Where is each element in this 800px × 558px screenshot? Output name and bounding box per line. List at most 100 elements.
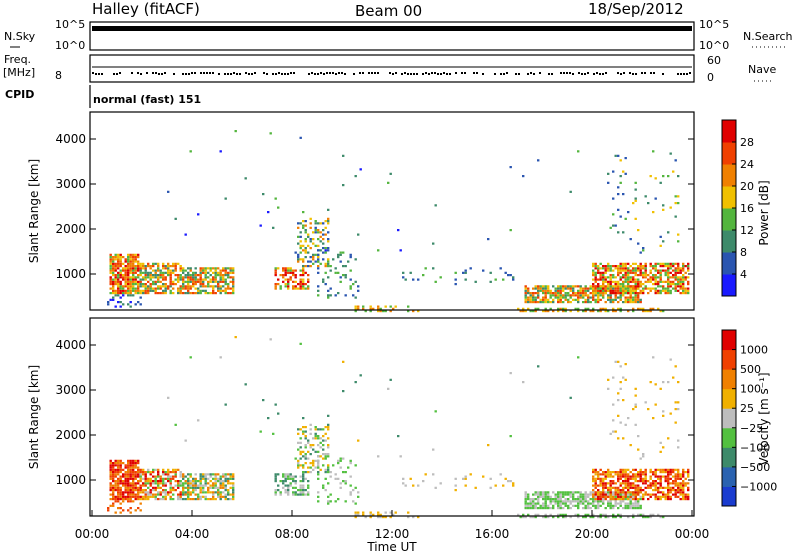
velocity-cell [159, 498, 162, 501]
power-cell [267, 211, 270, 214]
power-cell [654, 283, 657, 286]
velocity-cell [137, 493, 140, 496]
power-cell [277, 278, 280, 281]
velocity-cell [679, 477, 682, 480]
velocity-cell [114, 484, 117, 487]
power-cell [602, 278, 605, 281]
velocity-cell [297, 428, 300, 431]
velocity-cell [154, 482, 157, 485]
nave-dot [593, 73, 595, 75]
beam-title: Beam 00 [355, 2, 422, 20]
velocity-cell [134, 498, 137, 501]
power-cell [584, 289, 587, 292]
power-cell [177, 287, 180, 290]
nave-dot [371, 72, 373, 74]
velocity-cell [627, 495, 630, 498]
power-cell [324, 251, 327, 254]
power-cell [309, 222, 312, 225]
power-cell [607, 276, 610, 279]
velocity-cell [159, 480, 162, 483]
velocity-cell [112, 498, 115, 501]
power-cell [307, 287, 310, 290]
power-cell [662, 289, 665, 292]
nave-dot [98, 73, 100, 75]
power-cell [409, 271, 412, 274]
power-cell [317, 285, 320, 288]
velocity-cell [592, 502, 595, 505]
power-cell [117, 260, 120, 263]
velocity-cell [642, 498, 645, 501]
velocity-cell [679, 475, 682, 478]
velocity-cell [187, 493, 190, 496]
power-cell [194, 287, 197, 290]
velocity-cell [524, 516, 527, 519]
velocity-cell [599, 516, 602, 519]
velocity-cell [112, 504, 115, 507]
nave-dot [635, 73, 637, 75]
power-cell [174, 274, 177, 277]
velocity-cell [634, 486, 637, 489]
velocity-cell [229, 486, 232, 489]
power-cell [112, 283, 115, 286]
power-cell [124, 280, 127, 283]
velocity-cell [554, 498, 557, 501]
velocity-cell [324, 426, 327, 429]
power-cell [644, 265, 647, 268]
power-cell [664, 262, 667, 265]
velocity-cell [342, 480, 345, 483]
velocity-cell [417, 484, 420, 487]
power-cell [194, 274, 197, 277]
velocity-cell [137, 459, 140, 462]
power-cell [189, 278, 192, 281]
velocity-colorbar-label-tick: 25 [740, 402, 754, 415]
power-cell [667, 278, 670, 281]
power-cell [654, 278, 657, 281]
power-cell [117, 292, 120, 295]
power-cell [199, 285, 202, 288]
velocity-cell [634, 493, 637, 496]
power-cell [629, 301, 632, 304]
velocity-cell [224, 475, 227, 478]
velocity-cell [634, 403, 637, 406]
power-cell [417, 310, 420, 313]
velocity-cell [584, 507, 587, 510]
power-cell [624, 157, 627, 160]
power-cell [587, 298, 590, 301]
power-cell [632, 271, 635, 274]
velocity-colorbar-band [722, 369, 736, 390]
power-cell [334, 294, 337, 297]
power-cell [609, 301, 612, 304]
nave-dot [218, 73, 220, 75]
velocity-cell [634, 477, 637, 480]
power-cell [402, 271, 405, 274]
power-ytick-label: 4000 [55, 132, 86, 146]
velocity-cell [594, 493, 597, 496]
power-cell [304, 271, 307, 274]
velocity-cell [119, 464, 122, 467]
nave-dot [482, 73, 484, 75]
velocity-cell [584, 504, 587, 507]
velocity-cell [357, 495, 360, 498]
power-cell [667, 262, 670, 265]
power-cell [672, 283, 675, 286]
power-cell [652, 307, 655, 310]
velocity-cell [307, 457, 310, 460]
velocity-cell [284, 489, 287, 492]
power-cell [644, 267, 647, 270]
power-cell [212, 278, 215, 281]
velocity-cell [357, 511, 360, 514]
velocity-cell [599, 498, 602, 501]
velocity-cell [544, 504, 547, 507]
power-cell [324, 226, 327, 229]
power-cell [544, 292, 547, 295]
power-cell [637, 278, 640, 281]
velocity-cell [632, 482, 635, 485]
power-cell [389, 172, 392, 175]
power-cell [229, 276, 232, 279]
power-cell [547, 287, 550, 290]
power-cell [119, 262, 122, 265]
velocity-cell [464, 475, 467, 478]
velocity-cell [144, 475, 147, 478]
power-cell [229, 269, 232, 272]
power-cell [619, 159, 622, 162]
